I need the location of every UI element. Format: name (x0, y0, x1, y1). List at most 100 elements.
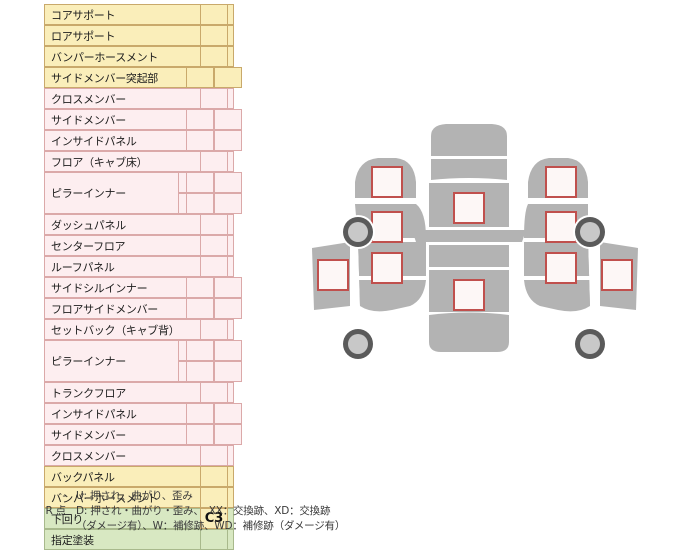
marker-row (186, 214, 242, 235)
marker-row (186, 130, 242, 151)
part-name-label: フロア（キャブ床） (44, 151, 234, 172)
marker-cell[interactable] (200, 25, 228, 46)
marker-cell[interactable] (186, 130, 214, 151)
table-row: コアサポート (44, 4, 234, 25)
part-name-label: 下回り (44, 508, 234, 529)
marker-row (186, 193, 242, 214)
marker-row (186, 445, 242, 466)
marker-cell[interactable] (186, 403, 214, 424)
marker-cell[interactable] (200, 4, 228, 25)
marker-cell[interactable] (214, 361, 242, 382)
vehicle-damage-diagram (300, 120, 692, 370)
part-name-label: コアサポート (44, 4, 234, 25)
marker-row (186, 4, 242, 25)
table-row: センターフロア (44, 235, 234, 256)
table-row: トランクフロア (44, 382, 234, 403)
part-name-label: バンパーホースメント (44, 46, 234, 67)
part-name-label: センターフロア (44, 235, 234, 256)
damage-marker (317, 259, 349, 291)
marker-cell[interactable] (214, 298, 242, 319)
legend-line-3: （ダメージ有）、W：補修跡、WD：補修跡（ダメージ有） (76, 520, 346, 532)
marker-row (186, 319, 242, 340)
marker-row (186, 424, 242, 445)
left-side-view (312, 158, 426, 361)
legend: - U: 押され、曲がり、歪み R 点 D: 押され・曲がり・歪み、 XX：交換… (24, 489, 345, 534)
marker-cell[interactable] (186, 67, 214, 88)
damage-marker (371, 252, 403, 284)
part-name-label: ルーフパネル (44, 256, 234, 277)
marker-cell[interactable] (214, 172, 242, 193)
marker-cell[interactable] (186, 424, 214, 445)
marker-cell[interactable] (200, 256, 228, 277)
part-name-label: ロアサポート (44, 25, 234, 46)
marker-cell[interactable] (200, 319, 228, 340)
marker-cell[interactable] (186, 277, 214, 298)
marker-cell[interactable] (214, 403, 242, 424)
part-name-label: トランクフロア (44, 382, 234, 403)
part-name-label: クロスメンバー (44, 445, 234, 466)
marker-cell[interactable] (200, 46, 228, 67)
marker-cell[interactable]: C3 (200, 508, 228, 529)
marker-row (186, 361, 242, 382)
marker-cell[interactable] (214, 67, 242, 88)
marker-cell[interactable] (200, 487, 228, 508)
table-row: クロスメンバー (44, 88, 234, 109)
marker-row (186, 403, 242, 424)
marker-row (186, 256, 242, 277)
table-row: バンパーホースメント (44, 487, 234, 508)
table-row: ロアサポート (44, 25, 234, 46)
damage-marker (601, 259, 633, 291)
marker-cell[interactable] (214, 340, 242, 361)
marker-row (186, 298, 242, 319)
marker-cell[interactable] (214, 109, 242, 130)
marker-cell[interactable] (186, 298, 214, 319)
marker-row (186, 382, 242, 403)
legend-key-rpoint: R 点 (45, 505, 66, 517)
marker-row (186, 487, 242, 508)
marker-cell[interactable] (200, 214, 228, 235)
legend-value-u: U: 押され、曲がり、歪み (76, 490, 193, 502)
marker-cell[interactable] (186, 361, 214, 382)
marker-cell[interactable] (214, 130, 242, 151)
table-row: ダッシュパネル (44, 214, 234, 235)
marker-row (186, 277, 242, 298)
damage-marker (545, 252, 577, 284)
marker-cell[interactable] (200, 445, 228, 466)
part-name-label: クロスメンバー (44, 88, 234, 109)
marker-cell[interactable] (186, 340, 214, 361)
table-row: フロア（キャブ床） (44, 151, 234, 172)
marker-cell[interactable] (200, 88, 228, 109)
part-name-label: バックパネル (44, 466, 234, 487)
table-row: バンパーホースメント (44, 46, 234, 67)
part-name-label: セットバック（キャブ背） (44, 319, 234, 340)
marker-cell[interactable] (186, 109, 214, 130)
part-name-label: ピラーインナー (44, 172, 179, 214)
part-name-label: ダッシュパネル (44, 214, 234, 235)
legend-line-1: - U: 押され、曲がり、歪み (24, 489, 345, 504)
table-row: クロスメンバー (44, 445, 234, 466)
marker-cell[interactable] (200, 382, 228, 403)
damage-marker-grid: C3 (186, 4, 242, 550)
marker-row (186, 25, 242, 46)
marker-cell[interactable] (200, 466, 228, 487)
marker-row: C3 (186, 508, 242, 529)
marker-cell[interactable] (200, 235, 228, 256)
damage-marker (371, 211, 403, 243)
top-view (412, 124, 526, 352)
marker-cell[interactable] (214, 277, 242, 298)
legend-value-d: D: 押され・曲がり・歪み、 XX：交換跡、XD：交換跡 (76, 505, 331, 517)
marker-cell[interactable] (214, 424, 242, 445)
damage-marker (453, 279, 485, 311)
marker-row (186, 340, 242, 361)
table-row: 下回り (44, 508, 234, 529)
marker-cell[interactable] (200, 151, 228, 172)
marker-row (186, 466, 242, 487)
marker-cell[interactable] (186, 193, 214, 214)
marker-row (186, 109, 242, 130)
marker-row (186, 46, 242, 67)
marker-cell[interactable] (186, 172, 214, 193)
marker-cell[interactable] (214, 193, 242, 214)
marker-row (186, 67, 242, 88)
marker-value: C3 (204, 511, 224, 526)
damage-marker (371, 166, 403, 198)
